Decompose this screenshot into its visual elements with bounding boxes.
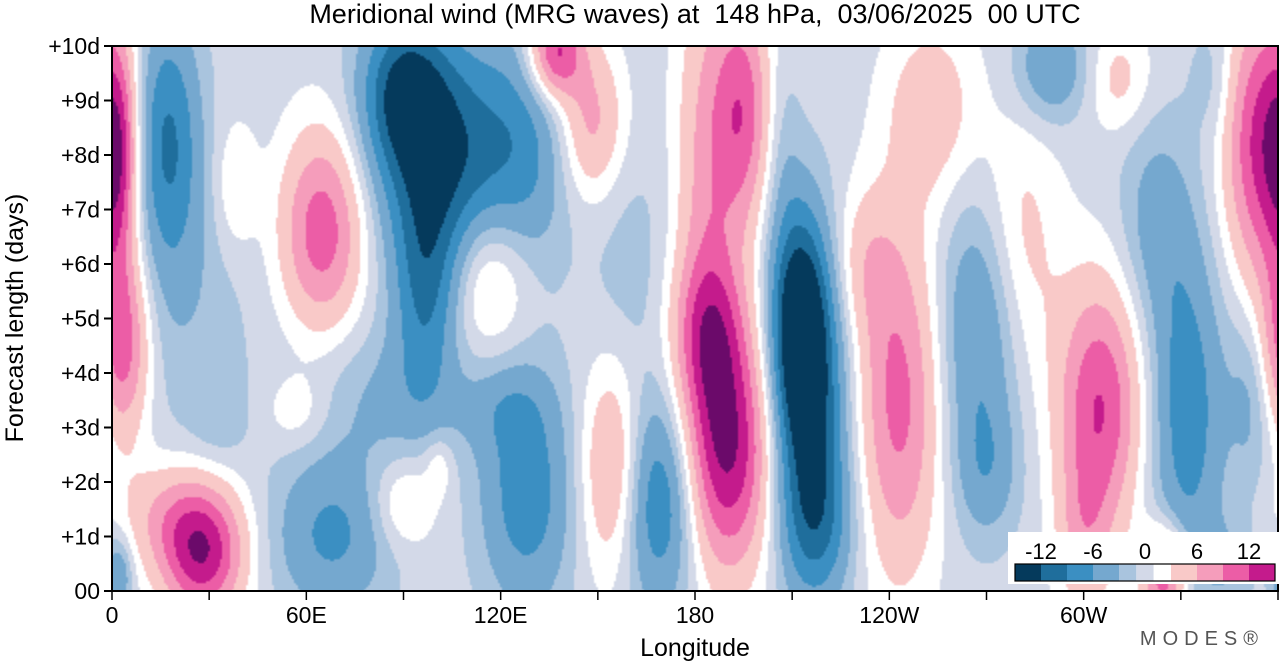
y-tick-label: +3d	[61, 415, 100, 441]
x-tick-label: 0	[106, 602, 119, 628]
colorbar-label: -6	[1083, 539, 1103, 564]
colorbar-label: -12	[1025, 539, 1057, 564]
colorbar-swatch	[1153, 564, 1171, 581]
colorbar-swatch	[1171, 564, 1197, 581]
y-tick-label: +1d	[61, 524, 100, 550]
colorbar-swatches	[1015, 564, 1275, 581]
x-tick-label: 60W	[1060, 602, 1108, 628]
x-axis: 0 60E 120E 180 120W 60W	[106, 591, 1279, 628]
colorbar-swatch	[1136, 564, 1154, 581]
x-tick-label: 60E	[286, 602, 327, 628]
y-tick-label: +9d	[61, 88, 100, 114]
colorbar-swatch	[1041, 564, 1067, 581]
y-tick-label: +5d	[61, 306, 100, 332]
y-tick-label: +10d	[48, 33, 100, 59]
y-tick-label: +6d	[61, 251, 100, 277]
brand-logo: MODES®	[1140, 628, 1264, 650]
colorbar-swatch	[1067, 564, 1093, 581]
y-tick-label: 00	[74, 578, 100, 604]
colorbar-swatch	[1015, 564, 1041, 581]
colorbar-labels: -12 -6 0 6 12	[1025, 539, 1261, 564]
colorbar-swatch	[1249, 564, 1275, 581]
x-tick-label: 180	[676, 602, 714, 628]
y-tick-label: +4d	[61, 360, 100, 386]
y-tick-label: +2d	[61, 469, 100, 495]
y-axis: 00 +1d +2d +3d +4d +5d +6d +7d +8d +9d +10d	[48, 33, 112, 604]
chart-title: Meridional wind (MRG waves) at 148 hPa, …	[309, 0, 1080, 29]
colorbar-label: 6	[1191, 539, 1203, 564]
colorbar-frame	[1014, 563, 1276, 582]
x-tick-label: 120E	[474, 602, 528, 628]
heatmap-field	[112, 46, 1278, 591]
x-tick-label: 120W	[859, 602, 919, 628]
colorbar: -12 -6 0 6 12	[1008, 532, 1280, 584]
colorbar-swatch	[1197, 564, 1223, 581]
y-axis-label: Forecast length (days)	[1, 194, 29, 443]
colorbar-label: 0	[1139, 539, 1151, 564]
colorbar-swatch	[1119, 564, 1137, 581]
colorbar-label: 12	[1237, 539, 1261, 564]
colorbar-swatch	[1093, 564, 1119, 581]
y-tick-label: +7d	[61, 197, 100, 223]
x-axis-label: Longitude	[640, 634, 750, 662]
colorbar-swatch	[1223, 564, 1249, 581]
y-tick-label: +8d	[61, 142, 100, 168]
